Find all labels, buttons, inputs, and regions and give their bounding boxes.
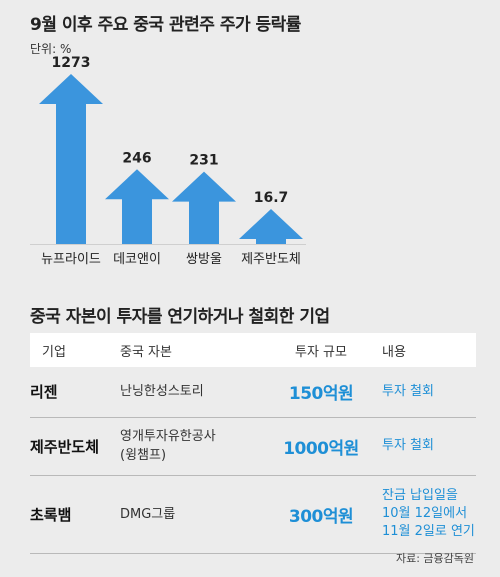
detail-line: 잔금 납입일을 bbox=[382, 488, 458, 503]
source-note: 자료: 금융감독원 bbox=[395, 552, 474, 565]
table-header-row: 기업 중국 자본 투자 규모 내용 bbox=[30, 333, 476, 367]
detail-line: 투자 철회 bbox=[382, 383, 434, 399]
detail-line: 11월 2일로 연기 bbox=[382, 524, 475, 539]
amount-cell: 150억원 bbox=[260, 367, 382, 418]
table-row: 초록뱀 DMG그룹 300억원 잔금 납입일을 10월 12일에서 11월 2일… bbox=[30, 475, 476, 554]
arrow-bar bbox=[172, 171, 236, 244]
table-row: 리젠 난닝한성스토리 150억원 투자 철회 bbox=[30, 367, 476, 418]
arrow-bar bbox=[239, 209, 303, 244]
amount-cell: 300억원 bbox=[260, 475, 382, 554]
value-label: 246 bbox=[122, 150, 151, 166]
category-label: 데코앤이 bbox=[113, 252, 161, 267]
capital-line: (윙챔프) bbox=[120, 448, 167, 463]
detail-line: 10월 12일에서 bbox=[382, 506, 468, 521]
value-label: 16.7 bbox=[254, 190, 289, 206]
detail-cell: 투자 철회 bbox=[382, 417, 476, 476]
detail-cell: 투자 철회 bbox=[382, 367, 476, 418]
capital-line: DMG그룹 bbox=[120, 506, 176, 522]
detail-line: 투자 철회 bbox=[382, 438, 434, 453]
header-capital: 중국 자본 bbox=[120, 333, 260, 367]
header-company: 기업 bbox=[30, 333, 120, 367]
value-label: 231 bbox=[189, 153, 218, 169]
company-cell: 리젠 bbox=[30, 367, 120, 418]
table-row: 제주반도체 영개투자유한공사 (윙챔프) 1000억원 투자 철회 bbox=[30, 417, 476, 476]
company-cell: 제주반도체 bbox=[30, 417, 120, 476]
arrow-bar bbox=[105, 169, 169, 244]
unit-label: 단위: % bbox=[30, 42, 72, 56]
category-label: 뉴프라이드 bbox=[41, 252, 101, 267]
company-cell: 초록뱀 bbox=[30, 475, 120, 554]
arrow-bar bbox=[39, 74, 103, 244]
investment-table: 기업 중국 자본 투자 규모 내용 리젠 난닝한성스토리 150억원 투자 철회… bbox=[30, 333, 476, 554]
capital-cell: DMG그룹 bbox=[120, 475, 260, 554]
capital-cell: 영개투자유한공사 (윙챔프) bbox=[120, 417, 260, 476]
chart-title: 9월 이후 주요 중국 관련주 주가 등락률 bbox=[30, 15, 301, 35]
category-label: 쌍방울 bbox=[186, 252, 222, 267]
value-label: 1273 bbox=[52, 55, 91, 71]
header-amount: 투자 규모 bbox=[260, 333, 382, 367]
arrow-chart: 1273 뉴프라이드 246 데코앤이 231 쌍방울 16.7 제주반도체 bbox=[30, 55, 306, 267]
amount-cell: 1000억원 bbox=[260, 417, 382, 476]
category-label: 제주반도체 bbox=[241, 252, 301, 267]
table-title: 중국 자본이 투자를 연기하거나 철회한 기업 bbox=[30, 307, 330, 327]
detail-cell: 잔금 납입일을 10월 12일에서 11월 2일로 연기 bbox=[382, 475, 476, 554]
capital-line: 영개투자유한공사 bbox=[120, 429, 216, 444]
header-detail: 내용 bbox=[382, 333, 476, 367]
capital-cell: 난닝한성스토리 bbox=[120, 367, 260, 418]
capital-line: 난닝한성스토리 bbox=[120, 384, 204, 400]
